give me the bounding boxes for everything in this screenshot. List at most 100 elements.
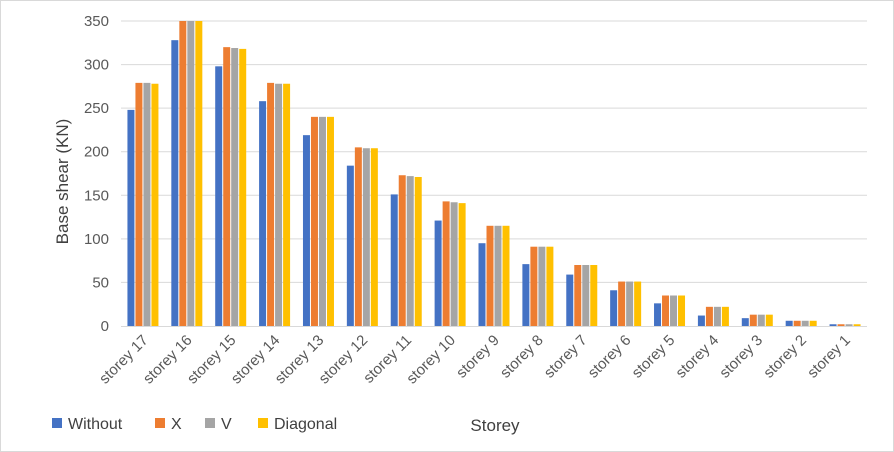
bar-diagonal-storey-1: [853, 324, 861, 326]
bar-x-storey-12: [354, 147, 362, 326]
bar-x-storey-4: [705, 306, 713, 326]
bar-without-storey-16: [171, 40, 179, 327]
x-tick-label: storey 7: [541, 332, 591, 382]
legend-swatch-x: [155, 418, 165, 428]
bar-x-storey-17: [135, 82, 143, 326]
bar-without-storey-1: [829, 324, 837, 326]
y-axis-ticks: 0 50 100 150 200 250 300 350: [84, 13, 109, 335]
bar-without-storey-15: [215, 66, 223, 327]
y-tick-label: 300: [84, 57, 109, 74]
bar-diagonal-storey-4: [721, 306, 729, 326]
y-tick-label: 0: [101, 318, 109, 335]
x-tick-label: storey 8: [497, 332, 547, 382]
y-axis-title: Base shear (KN): [53, 119, 72, 245]
bar-diagonal-storey-9: [502, 225, 510, 326]
bar-x-storey-7: [574, 265, 582, 326]
bar-v-storey-8: [538, 246, 546, 326]
bar-x-storey-5: [662, 295, 670, 326]
bar-without-storey-17: [127, 109, 135, 326]
legend-label-diagonal: Diagonal: [274, 416, 337, 433]
x-axis-title: Storey: [470, 416, 520, 435]
bar-x-storey-13: [310, 116, 318, 326]
bar-x-storey-16: [179, 21, 187, 326]
bar-v-storey-14: [275, 83, 283, 326]
x-tick-label: storey 9: [453, 332, 503, 382]
bar-v-storey-6: [626, 281, 634, 326]
x-tick-label: storey 3: [716, 332, 766, 382]
bar-v-storey-12: [362, 148, 370, 326]
y-tick-label: 150: [84, 187, 109, 204]
bar-diagonal-storey-6: [634, 281, 642, 326]
legend-label-without: Without: [68, 416, 123, 433]
bar-without-storey-6: [610, 290, 618, 326]
x-tick-label: storey 5: [629, 332, 679, 382]
bar-diagonal-storey-13: [326, 116, 334, 326]
bar-diagonal-storey-12: [370, 148, 378, 326]
bar-diagonal-storey-10: [458, 203, 466, 326]
bar-v-storey-4: [713, 306, 721, 326]
bar-x-storey-2: [793, 320, 801, 326]
legend-label-x: X: [171, 416, 182, 433]
bar-diagonal-storey-14: [283, 83, 291, 326]
bar-diagonal-storey-15: [239, 48, 247, 327]
bar-diagonal-storey-7: [590, 265, 598, 326]
bar-v-storey-2: [801, 320, 809, 326]
legend-swatch-v: [205, 418, 215, 428]
bar-v-storey-9: [494, 225, 502, 326]
legend-swatch-without: [52, 418, 62, 428]
bar-x-storey-15: [223, 47, 231, 327]
y-tick-label: 50: [92, 274, 109, 291]
bar-without-storey-4: [697, 315, 705, 326]
bar-x-storey-14: [267, 82, 275, 326]
bar-diagonal-storey-16: [195, 21, 203, 326]
bar-without-storey-12: [346, 165, 354, 326]
bar-without-storey-9: [478, 243, 486, 326]
bar-v-storey-16: [187, 21, 195, 326]
bar-x-storey-10: [442, 201, 450, 326]
bar-without-storey-5: [654, 303, 662, 326]
bar-without-storey-10: [434, 220, 442, 326]
bar-v-storey-3: [757, 314, 765, 326]
bar-without-storey-11: [390, 194, 398, 326]
y-tick-label: 350: [84, 13, 109, 30]
x-tick-label: storey 4: [672, 332, 722, 382]
x-tick-label: storey 2: [760, 332, 810, 382]
bars: [127, 21, 861, 327]
bar-v-storey-5: [670, 295, 678, 326]
bar-x-storey-11: [398, 175, 406, 326]
bar-without-storey-8: [522, 264, 530, 326]
x-tick-label: storey 1: [804, 332, 854, 382]
bar-diagonal-storey-5: [678, 295, 686, 326]
bar-without-storey-2: [785, 320, 793, 326]
bar-x-storey-3: [749, 314, 757, 326]
bar-diagonal-storey-11: [414, 176, 422, 326]
bar-x-storey-6: [618, 281, 626, 326]
y-tick-label: 250: [84, 100, 109, 117]
bar-x-storey-9: [486, 225, 494, 326]
bar-v-storey-13: [318, 116, 326, 326]
bar-v-storey-11: [406, 176, 414, 326]
bar-diagonal-storey-3: [765, 314, 773, 326]
bar-x-storey-1: [837, 324, 845, 326]
legend-swatch-diagonal: [258, 418, 268, 428]
y-tick-label: 100: [84, 231, 109, 248]
legend-label-v: V: [221, 416, 232, 433]
bar-x-storey-8: [530, 246, 538, 326]
bar-v-storey-1: [845, 324, 853, 326]
bar-without-storey-14: [259, 101, 267, 327]
x-tick-label: storey 6: [585, 332, 635, 382]
bar-v-storey-10: [450, 202, 458, 326]
bar-diagonal-storey-8: [546, 246, 554, 326]
bar-without-storey-13: [302, 135, 310, 326]
y-tick-label: 200: [84, 144, 109, 161]
bar-v-storey-15: [231, 48, 239, 327]
bar-v-storey-7: [582, 265, 590, 326]
bar-without-storey-7: [566, 274, 574, 326]
bar-diagonal-storey-17: [151, 83, 159, 326]
x-tick-label: storey 12: [316, 332, 372, 388]
legend: Without X V Diagonal: [52, 416, 337, 433]
bar-without-storey-3: [741, 318, 749, 326]
